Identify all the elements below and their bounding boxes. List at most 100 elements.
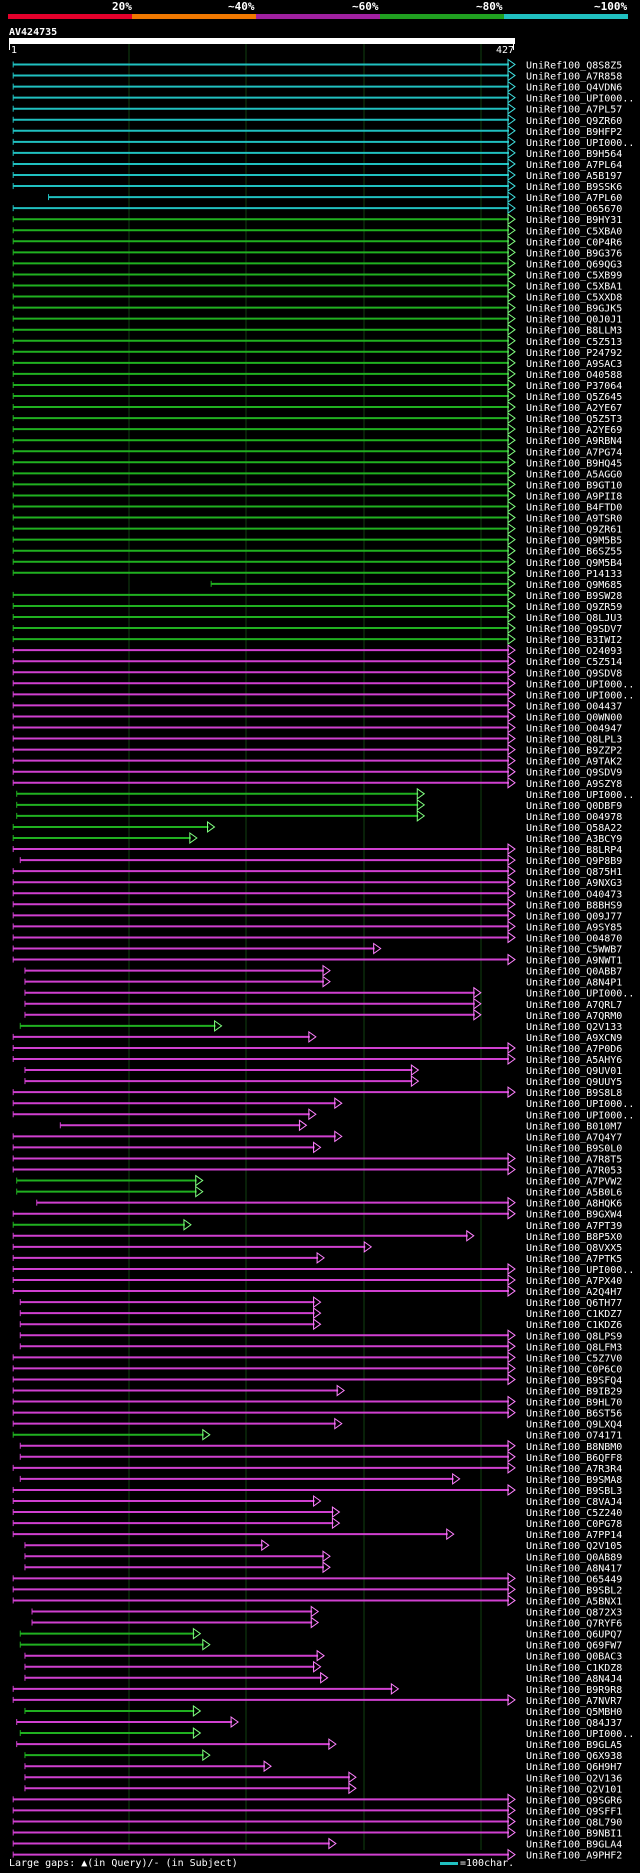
hit-arrowhead — [507, 1406, 516, 1419]
hit-arrowhead — [507, 931, 516, 944]
scale-legend: =100char. — [440, 1858, 514, 1869]
hit-label: UniRef100_C1KDZ6 — [526, 1320, 622, 1331]
hit-arrowhead — [348, 1782, 357, 1795]
hit-label: UniRef100_A7PVW2 — [526, 1177, 622, 1188]
hit-arrowhead — [452, 1472, 461, 1485]
hit-arrowhead — [313, 1660, 322, 1673]
hit-label: UniRef100_B9SFQ4 — [526, 1375, 622, 1386]
hit-label: UniRef100_Q0WN00 — [526, 712, 622, 723]
hit-label: UniRef100_Q9LXQ4 — [526, 1420, 622, 1431]
hit-label: UniRef100_O74171 — [526, 1431, 622, 1442]
hit-arrowhead — [507, 743, 516, 756]
hit-label: UniRef100_A7QRM0 — [526, 1011, 622, 1022]
hit-arrowhead — [410, 1064, 420, 1077]
color-bar-segment — [132, 14, 256, 19]
hit-arrowhead — [507, 677, 516, 690]
hit-arrowhead — [507, 1274, 516, 1286]
hit-arrowhead — [507, 1329, 516, 1342]
hit-label: UniRef100_Q9SDV9 — [526, 768, 622, 779]
hit-label: UniRef100_Q2V136 — [526, 1773, 622, 1784]
hit-arrowhead — [507, 555, 516, 568]
hit-label: UniRef100_A8N417 — [526, 1563, 622, 1574]
hit-arrowhead — [183, 1218, 192, 1231]
hit-label: UniRef100_O04978 — [526, 812, 622, 823]
hit-label: UniRef100_A7PTK5 — [526, 1254, 622, 1265]
hit-label: UniRef100_A5B0L6 — [526, 1188, 622, 1199]
hit-arrowhead — [313, 1141, 322, 1154]
query-bar — [9, 38, 515, 44]
hit-arrowhead — [507, 544, 516, 557]
hit-arrowhead — [328, 1837, 337, 1850]
percent-label-60: ~60% — [352, 0, 379, 13]
hit-label: UniRef100_Q2V101 — [526, 1784, 622, 1795]
hit-arrowhead — [507, 1804, 516, 1817]
hit-arrowhead — [507, 423, 516, 436]
hit-arrowhead — [507, 1196, 516, 1209]
hit-label: UniRef100_Q0AB89 — [526, 1552, 622, 1563]
hit-arrowhead — [416, 809, 426, 822]
hit-label: UniRef100_Q84J37 — [526, 1718, 622, 1729]
hit-arrowhead — [507, 688, 516, 701]
query-start-label: 1 — [11, 45, 17, 56]
hit-arrowhead — [507, 1594, 516, 1607]
hit-arrowhead — [507, 622, 516, 635]
hit-arrowhead — [195, 1185, 204, 1198]
hit-label: UniRef100_B8NBM0 — [526, 1442, 622, 1453]
hit-label: UniRef100_A7PG74 — [526, 447, 622, 458]
hit-label: UniRef100_O40588 — [526, 370, 622, 381]
hit-arrowhead — [316, 1251, 325, 1264]
hit-arrowhead — [507, 920, 516, 933]
hit-label: UniRef100_O65449 — [526, 1574, 622, 1585]
hit-arrowhead — [263, 1760, 272, 1773]
hit-arrowhead — [202, 1428, 211, 1441]
hit-arrowhead — [390, 1682, 400, 1695]
hit-arrowhead — [507, 390, 516, 402]
hit-label: UniRef100_A8HQK6 — [526, 1199, 622, 1210]
hit-label: UniRef100_B9HL70 — [526, 1398, 622, 1409]
hit-arrowhead — [507, 533, 516, 546]
hit-arrowhead — [507, 1362, 516, 1375]
hit-label: UniRef100_B9HFP2 — [526, 127, 622, 138]
hit-arrowhead — [507, 566, 516, 579]
hit-label: UniRef100_B3IWI2 — [526, 635, 622, 646]
hit-label: UniRef100_A5AHY6 — [526, 1055, 622, 1066]
hit-label: UniRef100_A7PT39 — [526, 1221, 622, 1232]
hit-arrowhead — [507, 588, 516, 601]
hit-label: UniRef100_Q9SDV7 — [526, 624, 622, 635]
hit-label: UniRef100_B6QFF8 — [526, 1453, 622, 1464]
hit-arrowhead — [507, 854, 516, 867]
hit-label: UniRef100_Q0DBF9 — [526, 801, 622, 812]
hit-label: UniRef100_Q9ZR60 — [526, 116, 622, 127]
hit-arrowhead — [507, 1461, 516, 1474]
hit-arrowhead — [507, 58, 516, 71]
hit-arrowhead — [507, 666, 516, 679]
hit-arrowhead — [507, 1053, 516, 1065]
hit-label: UniRef100_C0PG78 — [526, 1519, 622, 1530]
hit-arrowhead — [507, 401, 516, 414]
hit-arrowhead — [507, 953, 516, 966]
hit-label: UniRef100_B6SZ55 — [526, 547, 622, 558]
hit-arrowhead — [310, 1605, 320, 1618]
hit-label: UniRef100_C5XXD8 — [526, 293, 622, 304]
hit-label: UniRef100_B9S0L0 — [526, 1143, 622, 1154]
hit-label: UniRef100_Q8S8Z5 — [526, 61, 622, 72]
hit-label: UniRef100_Q2V133 — [526, 1022, 622, 1033]
hit-arrowhead — [507, 1086, 516, 1099]
hit-arrowhead — [507, 1373, 516, 1386]
hit-arrowhead — [373, 942, 382, 955]
hit-arrowhead — [507, 1793, 516, 1806]
hit-label: UniRef100_UPI000.. — [526, 989, 634, 1000]
hit-label: UniRef100_UPI000.. — [526, 1265, 634, 1276]
hit-arrowhead — [298, 1119, 308, 1132]
hit-arrowhead — [192, 1727, 202, 1740]
hit-arrowhead — [507, 511, 516, 524]
hit-label: UniRef100_A7R858 — [526, 72, 622, 83]
hit-label: UniRef100_C5XBA1 — [526, 282, 622, 293]
hit-arrowhead — [410, 1075, 420, 1088]
hit-arrowhead — [446, 1528, 455, 1541]
hit-label: UniRef100_C1KDZ8 — [526, 1663, 622, 1674]
hit-arrowhead — [507, 135, 516, 148]
hit-arrowhead — [322, 1550, 331, 1563]
hit-arrowhead — [507, 80, 516, 93]
